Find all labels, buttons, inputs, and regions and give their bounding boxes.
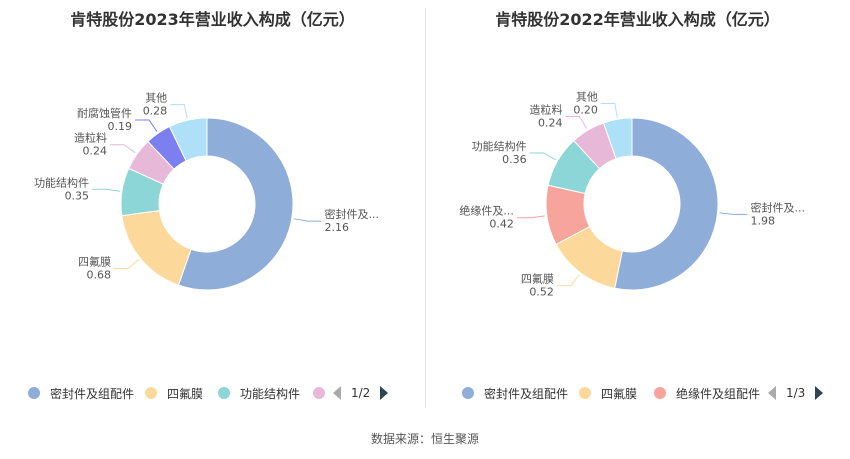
legend-label: 密封件及组配件 [484,386,569,401]
slice-label-name: 其他 [576,90,598,103]
pie-slice[interactable] [177,117,294,291]
legend-label: 四氟膜 [167,386,204,401]
legend-marker [462,387,474,399]
chart-panel-2022: 肯特股份2022年营业收入构成（亿元） 密封件及... 1.98 四氟膜 0.52 绝缘… [425,0,850,420]
label-leader-line [529,152,557,161]
label-leader-line [556,274,580,287]
slice-label-name: 其他 [145,92,167,105]
pie-slice[interactable] [121,209,192,286]
legend-pager: 1/3 [768,383,824,403]
slice-label-name: 四氟膜 [78,256,111,269]
legend-item-partial[interactable] [313,383,335,403]
slice-label-name: 绝缘件及... [459,204,514,218]
label-leader-line [113,259,140,270]
slice-label-name: 四氟膜 [521,273,554,286]
slice-label-value: 0.24 [83,145,108,158]
slice-label-name: 造粒料 [530,103,563,117]
slice-label-value: 0.24 [538,117,563,130]
legend-label: 功能结构件 [240,386,301,401]
chart-title: 肯特股份2023年营业收入构成（亿元） [70,10,355,29]
label-leader-line [565,116,588,129]
legend-item[interactable]: 四氟膜 [579,383,637,403]
label-leader-line [110,144,136,154]
slice-label-value: 0.28 [143,105,168,118]
label-leader-line [293,218,322,222]
legend-item[interactable]: 密封件及组配件 [28,383,134,403]
legend-label: 四氟膜 [601,386,638,401]
prev-page-icon[interactable] [333,386,341,400]
slice-label-name: 耐腐蚀管件 [77,106,132,120]
legend-marker [145,387,157,399]
slice-label-value: 0.35 [65,189,90,202]
label-leader-line [92,188,120,192]
slice-label-value: 0.52 [529,286,554,299]
slice-label-value: 0.20 [573,103,598,116]
legend-marker [28,387,40,399]
slice-label-value: 2.16 [325,221,350,234]
legend-item[interactable]: 绝缘件及组配件 [654,383,760,403]
legend-marker [654,387,666,399]
pie-slice[interactable] [168,117,208,162]
donut-chart-2023: 密封件及...2.16四氟膜0.68功能结构件0.35造粒料0.24耐腐蚀管件0… [34,92,380,291]
slice-label-name: 密封件及... [750,200,805,214]
legend-marker [218,387,230,399]
legend-marker [313,387,325,399]
label-leader-line [600,102,618,118]
label-leader-line [135,119,158,132]
prev-page-icon[interactable] [768,386,776,400]
slice-label-name: 功能结构件 [472,139,527,153]
chart-panel-2023: 肯特股份2023年营业收入构成（亿元） 密封件及... 2.16 四氟膜 0.68 功能… [0,0,425,420]
pie-slice[interactable] [602,117,633,160]
legend-item[interactable]: 密封件及组配件 [462,383,568,403]
slice-label-value: 0.19 [108,120,133,133]
legend: 密封件及组配件 四氟膜 功能结构件 1/2 [0,383,425,403]
slice-label-name: 造粒料 [74,131,107,145]
next-page-icon[interactable] [380,386,389,400]
legend-label: 密封件及组配件 [50,386,135,401]
legend-pager: 1/2 [333,383,389,403]
legend: 密封件及组配件 四氟膜 绝缘件及组配件 1/3 [425,383,850,403]
next-page-icon[interactable] [815,386,824,400]
legend-label: 绝缘件及组配件 [676,386,761,401]
pie-slice[interactable] [614,117,719,291]
page-indicator: 1/2 [351,386,371,400]
slice-label-value: 0.68 [86,269,111,282]
slice-label-name: 功能结构件 [34,175,89,189]
slice-label-name: 密封件及... [325,207,380,221]
slice-label-value: 0.42 [489,218,514,231]
chart-title: 肯特股份2022年营业收入构成（亿元） [495,10,780,29]
label-leader-line [170,104,188,119]
legend-marker [579,387,591,399]
slice-label-value: 0.36 [502,153,527,166]
legend-item[interactable]: 功能结构件 [218,383,300,403]
legend-item[interactable]: 四氟膜 [145,383,203,403]
label-leader-line [719,212,748,215]
label-leader-line [516,215,545,219]
panel-divider [425,8,426,408]
data-source-note: 数据来源：恒生聚源 [370,432,479,446]
slice-label-value: 1.98 [750,214,775,227]
page-indicator: 1/3 [786,386,806,400]
